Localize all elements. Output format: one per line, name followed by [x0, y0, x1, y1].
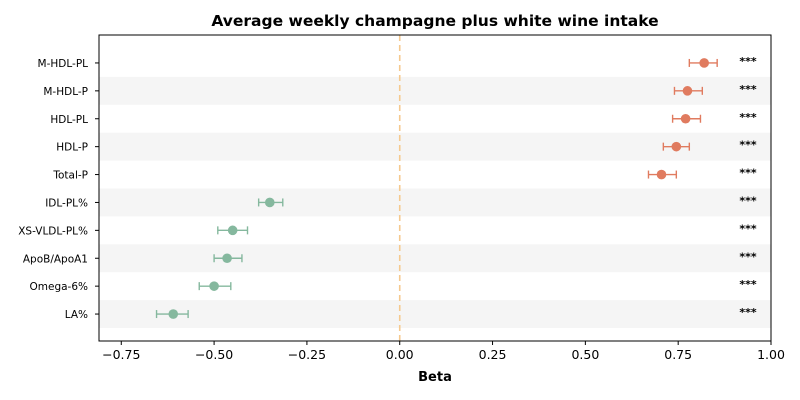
category-label: LA%	[65, 309, 88, 321]
row-band	[99, 76, 771, 105]
plot-frame	[98, 34, 772, 342]
category-label: Total-P	[52, 170, 88, 182]
x-tick-label: 0.50	[571, 347, 599, 362]
estimate-row	[688, 58, 718, 68]
row-band	[99, 132, 771, 161]
estimate-row	[198, 281, 232, 291]
estimate-row	[213, 253, 243, 264]
row-band	[99, 300, 771, 328]
significance-label: ***	[739, 306, 757, 319]
x-tick-label: −0.50	[195, 347, 233, 362]
category-label: M-HDL-PL	[38, 58, 89, 70]
category-label: HDL-PL	[50, 114, 88, 126]
significance-label: ***	[739, 250, 757, 263]
point-estimate	[656, 169, 667, 180]
point-estimate	[699, 58, 709, 68]
estimate-row	[671, 113, 702, 124]
point-estimate	[671, 141, 682, 152]
x-tick-label: 0.25	[479, 347, 507, 362]
estimates-layer	[155, 58, 718, 319]
significance-label: ***	[739, 83, 757, 96]
x-tick-label: 0.75	[664, 347, 692, 362]
significance-label: ***	[739, 167, 757, 180]
x-tick-label: 0.00	[386, 347, 414, 362]
point-estimate	[209, 281, 219, 291]
significance-labels: *** *** *** *** *** *** *** *** *** ***	[739, 55, 757, 319]
category-label: XS-VLDL-PL%	[18, 225, 88, 237]
chart-title: Average weekly champagne plus white wine…	[211, 12, 658, 30]
estimate-row	[217, 225, 249, 236]
estimate-row	[257, 197, 284, 208]
significance-label: ***	[739, 222, 757, 235]
estimate-row	[662, 141, 691, 152]
significance-label: ***	[739, 55, 757, 68]
point-estimate	[264, 197, 275, 208]
row-band	[99, 244, 771, 273]
category-labels: M-HDL-PL M-HDL-P HDL-PL HDL-P Total-P IDL-PL%…	[18, 58, 99, 321]
category-label: HDL-P	[56, 142, 88, 154]
estimate-row	[647, 169, 678, 180]
category-label: M-HDL-P	[43, 86, 88, 98]
significance-label: ***	[739, 194, 757, 207]
point-estimate	[222, 253, 232, 264]
category-label: IDL-PL%	[45, 197, 88, 209]
axes	[98, 34, 772, 342]
point-estimate	[680, 113, 691, 124]
x-tick-label: −0.75	[102, 347, 140, 362]
point-estimate	[682, 86, 693, 96]
significance-label: ***	[739, 111, 757, 124]
x-tick-label: −0.25	[288, 347, 326, 362]
x-axis-label: Beta	[418, 370, 452, 385]
significance-label: ***	[739, 278, 757, 291]
estimate-row	[155, 309, 189, 319]
point-estimate	[227, 225, 238, 236]
x-ticks: −0.75 −0.50 −0.25 0.00 0.25 0.50 0.75 1.00	[102, 341, 785, 362]
x-tick-label: 1.00	[757, 347, 785, 362]
point-estimate	[168, 309, 179, 319]
significance-label: ***	[739, 139, 757, 152]
row-bands	[99, 76, 771, 328]
category-label: ApoB/ApoA1	[23, 253, 88, 265]
estimate-row	[673, 86, 704, 96]
category-label: Omega-6%	[30, 281, 89, 293]
row-band	[99, 188, 771, 217]
